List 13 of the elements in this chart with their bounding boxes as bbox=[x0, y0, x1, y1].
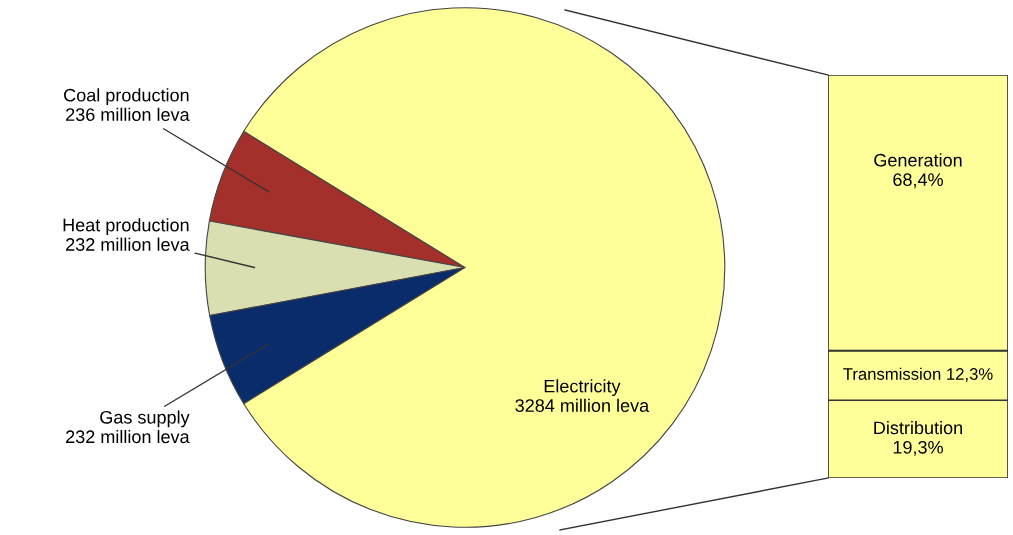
series-label: Distribution bbox=[874, 420, 962, 435]
text: Transmission 12,3% bbox=[843, 367, 993, 382]
slice-label: Gas supply bbox=[100, 410, 190, 428]
data-label: 232 million leva bbox=[66, 237, 190, 251]
slice-label: Coal production bbox=[64, 88, 189, 106]
data-label: 19,3% bbox=[893, 440, 943, 456]
series-label: Generation bbox=[874, 153, 962, 167]
data-label: 68,4% bbox=[893, 173, 943, 189]
data-label: 232 million leva bbox=[66, 429, 190, 444]
data-label: 3284 million leva bbox=[515, 398, 650, 412]
slice-label: Electricity bbox=[544, 379, 621, 397]
slice-label: Heat production bbox=[63, 218, 189, 236]
data-label: 236 million leva bbox=[66, 107, 190, 121]
